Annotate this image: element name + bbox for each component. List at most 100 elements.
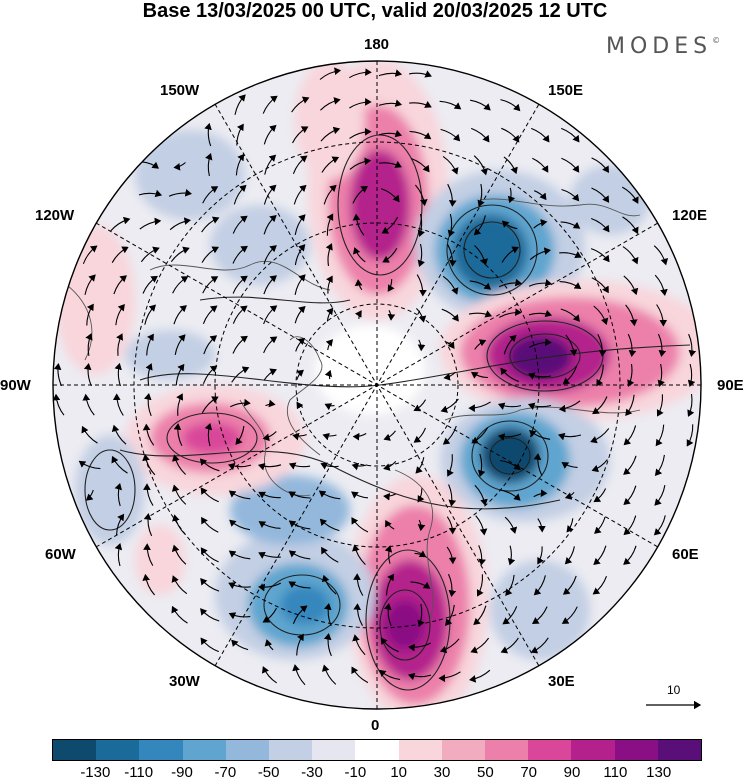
colorbar-tick-label: -130 <box>80 764 111 781</box>
wind-arrow <box>498 278 522 288</box>
wind-arrow <box>408 70 432 78</box>
wind-arrow <box>474 245 489 266</box>
wind-arrow <box>591 217 610 233</box>
wind-arrow <box>562 575 577 595</box>
wind-arrow <box>627 364 635 387</box>
wind-arrow <box>324 369 333 380</box>
wind-arrow <box>592 396 608 415</box>
wind-arrow <box>235 425 245 445</box>
wind-arrow <box>507 545 516 566</box>
wind-arrow <box>380 637 399 653</box>
wind-arrow <box>444 604 455 626</box>
wind-arrow <box>294 305 306 324</box>
wind-arrow <box>169 217 191 231</box>
wind-arrow <box>382 247 398 263</box>
wind-arrow <box>439 100 462 110</box>
wind-arrow <box>114 482 123 507</box>
wind-arrow <box>82 393 95 416</box>
wind-arrow <box>111 424 127 445</box>
wind-arrow <box>407 672 432 681</box>
colorbar-swatch <box>96 740 140 760</box>
lon-label-120e: 120E <box>672 207 708 224</box>
wind-arrow <box>560 221 581 229</box>
wind-arrow <box>469 280 492 290</box>
wind-arrow <box>475 515 488 536</box>
wind-arrow <box>85 333 93 357</box>
wind-arrow <box>171 575 188 595</box>
wind-arrow <box>557 432 582 441</box>
wind-arrow <box>559 281 582 290</box>
wind-arrow <box>171 544 187 565</box>
wind-arrow <box>561 461 578 469</box>
wind-arrow <box>470 371 489 379</box>
wind-arrow <box>447 183 457 207</box>
wind-arrow <box>497 433 522 441</box>
wind-arrow <box>477 183 485 208</box>
wind-arrow <box>263 245 277 265</box>
wind-arrow <box>349 68 372 79</box>
wind-arrow <box>258 491 281 499</box>
wind-arrow <box>291 96 310 113</box>
wind-arrow <box>468 401 491 412</box>
colorbar-tick-label: -70 <box>214 764 237 781</box>
wind-arrow <box>115 513 125 536</box>
wind-arrow <box>527 402 552 410</box>
wind-arrow <box>296 369 304 380</box>
wind-arrow <box>258 521 281 529</box>
wind-arrow <box>353 603 363 626</box>
chart-title: Base 13/03/2025 00 UTC, valid 20/03/2025… <box>142 0 608 22</box>
wind-arrow <box>532 157 549 173</box>
wind-arrow <box>257 462 282 471</box>
lon-label-150e: 150E <box>548 82 584 99</box>
wind-arrow <box>530 637 549 654</box>
wind-arrow <box>448 484 457 507</box>
wind-arrow <box>381 216 399 234</box>
wind-arrow <box>202 305 218 324</box>
wind-arrow <box>288 491 311 499</box>
wind-arrow <box>83 363 92 387</box>
wind-arrow <box>110 216 131 232</box>
lon-label-30e: 30E <box>548 673 575 690</box>
map-boundary <box>52 60 702 710</box>
wind-arrow <box>263 184 277 205</box>
wind-arrow <box>228 550 251 560</box>
lon-label-90w: 90W <box>0 377 31 394</box>
wind-arrow <box>351 517 369 533</box>
wind-arrow <box>625 304 638 327</box>
wind-arrow <box>417 519 426 532</box>
wind-arrow <box>200 608 220 622</box>
wind-arrow <box>625 394 635 417</box>
colorbar-swatch <box>53 740 97 760</box>
wind-arrow <box>470 637 490 654</box>
wind-arrow <box>173 423 183 447</box>
wind-arrow <box>201 246 219 263</box>
wind-arrow <box>294 214 306 235</box>
wind-arrow <box>499 308 522 318</box>
wind-vectors <box>53 67 697 686</box>
wind-arrow <box>565 334 578 357</box>
wind-arrow <box>111 455 128 474</box>
wind-arrow <box>172 454 186 475</box>
wind-arrow <box>173 162 186 171</box>
wind-arrow <box>143 513 153 537</box>
wind-arrow <box>417 243 425 268</box>
wind-arrow <box>507 187 516 204</box>
wind-arrow <box>686 424 694 447</box>
lon-label-60e: 60E <box>672 546 699 563</box>
wind-arrow <box>173 305 187 325</box>
colorbar <box>52 739 702 761</box>
wind-arrow <box>503 156 518 175</box>
wind-arrow <box>320 126 341 142</box>
wind-arrow <box>440 398 459 413</box>
wind-arrow <box>204 422 213 447</box>
wind-arrow <box>142 423 155 446</box>
wind-arrow <box>352 185 369 204</box>
wind-arrow <box>378 129 403 138</box>
wind-arrow <box>351 666 369 684</box>
wind-arrow <box>383 461 397 471</box>
wind-arrow <box>505 574 515 596</box>
wind-arrow <box>171 605 188 624</box>
wind-arrow <box>262 431 277 442</box>
wind-arrow <box>354 279 363 291</box>
wind-arrow <box>200 547 219 563</box>
